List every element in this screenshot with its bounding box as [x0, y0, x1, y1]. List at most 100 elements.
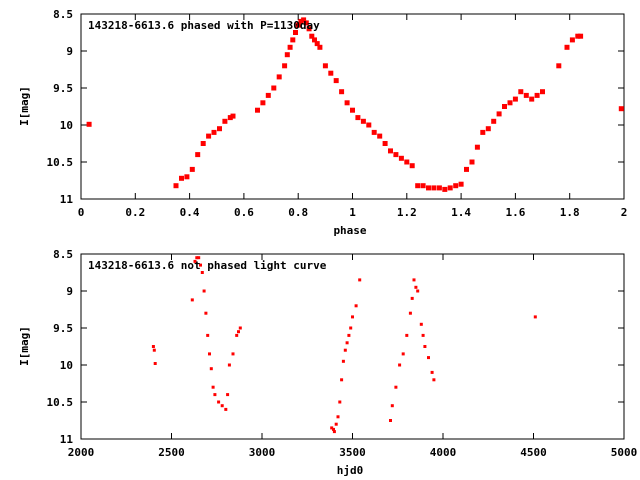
data-point — [193, 259, 197, 263]
plot-frame — [80, 253, 625, 440]
x-tick-label: 1.2 — [397, 206, 417, 219]
data-point — [260, 100, 266, 106]
y-ticks: 8.5 9 9.5 10 10.5 11 — [47, 248, 624, 446]
data-point — [306, 26, 312, 32]
data-point — [298, 18, 304, 24]
data-point — [211, 129, 217, 135]
data-point — [220, 404, 224, 408]
y-tick-label: 9.5 — [53, 322, 73, 335]
data-point — [564, 44, 570, 50]
data-point — [224, 407, 228, 411]
data-point — [151, 345, 155, 348]
data-point — [317, 44, 323, 50]
data-point — [213, 393, 217, 397]
data-point — [330, 426, 334, 430]
data-point — [458, 181, 464, 187]
data-point — [420, 183, 426, 189]
data-point — [377, 133, 383, 139]
data-point — [322, 63, 328, 69]
data-point — [271, 85, 277, 91]
data-point — [86, 121, 92, 127]
data-point — [350, 107, 355, 113]
data-point — [344, 100, 350, 106]
data-point — [427, 356, 430, 360]
data-point — [343, 348, 347, 352]
y-tick-label: 10.5 — [47, 396, 74, 409]
data-point — [409, 163, 415, 169]
data-point — [287, 44, 293, 50]
y-tick-label: 10 — [60, 359, 73, 372]
data-point — [235, 333, 239, 337]
y-tick-label: 10.5 — [47, 156, 74, 169]
data-point — [393, 152, 399, 158]
x-tick-label: 0.2 — [125, 206, 145, 219]
data-point — [209, 367, 213, 371]
data-point — [312, 37, 317, 43]
data-point — [314, 41, 320, 47]
data-point — [412, 278, 416, 282]
data-point — [415, 183, 421, 189]
y-axis-label: I[mag] — [18, 86, 31, 126]
y-ticks: 8.5 9 9.5 10 10.5 11 — [47, 8, 624, 206]
data-point — [338, 400, 342, 404]
data-point — [351, 315, 354, 319]
data-point — [480, 129, 486, 135]
data-point — [173, 183, 179, 189]
data-point — [334, 422, 338, 426]
data-point — [578, 33, 584, 39]
data-point — [491, 118, 497, 124]
y-tick-label: 10 — [60, 119, 73, 132]
y-tick-label: 9.5 — [53, 82, 73, 95]
data-point — [502, 104, 507, 109]
data-point — [195, 256, 199, 260]
data-point — [390, 404, 394, 408]
data-point — [339, 89, 345, 95]
data-point — [152, 348, 156, 352]
data-point — [618, 106, 624, 112]
x-tick-label: 2 — [621, 206, 628, 219]
data-point — [453, 183, 459, 189]
data-point — [349, 326, 353, 330]
data-point — [366, 122, 372, 128]
data-point — [518, 89, 524, 95]
data-point — [394, 385, 398, 389]
data-point — [206, 133, 212, 139]
data-point — [328, 70, 334, 76]
data-point — [423, 345, 427, 348]
data-point — [414, 285, 418, 289]
x-tick-label: 4000 — [430, 446, 457, 459]
data-point — [430, 370, 434, 374]
data-point — [421, 333, 425, 337]
data-point — [389, 419, 392, 422]
data-point — [442, 186, 448, 192]
data-point — [303, 20, 309, 26]
data-point — [197, 256, 201, 260]
data-point — [371, 129, 377, 135]
data-point — [485, 126, 491, 132]
data-point — [405, 333, 409, 337]
data-point — [332, 427, 335, 431]
data-point — [355, 115, 361, 121]
data-point — [293, 30, 298, 35]
data-point — [200, 271, 204, 274]
data-point — [512, 96, 518, 102]
data-point — [199, 263, 202, 267]
data-point — [231, 352, 235, 356]
x-ticks: 2000 2500 3000 3500 4000 4500 5000 — [68, 254, 637, 459]
data-point — [333, 78, 339, 84]
data-point — [290, 37, 296, 43]
y-tick-label: 9 — [66, 285, 73, 298]
data-point — [408, 311, 412, 315]
y-axis-label: I[mag] — [18, 326, 31, 366]
x-ticks: 0 0.2 0.4 0.6 0.8 1 1.2 1.4 1.6 1.8 2 — [78, 14, 628, 219]
data-point — [358, 278, 362, 282]
data-point — [276, 74, 282, 80]
data-point — [345, 341, 349, 345]
x-tick-label: 1.4 — [451, 206, 471, 219]
data-point — [336, 415, 340, 419]
x-tick-label: 4500 — [520, 446, 547, 459]
data-point — [282, 63, 288, 69]
data-point — [179, 175, 184, 181]
data-point — [341, 359, 345, 363]
chart-title: 143218-6613.6 not phased light curve — [88, 259, 327, 272]
